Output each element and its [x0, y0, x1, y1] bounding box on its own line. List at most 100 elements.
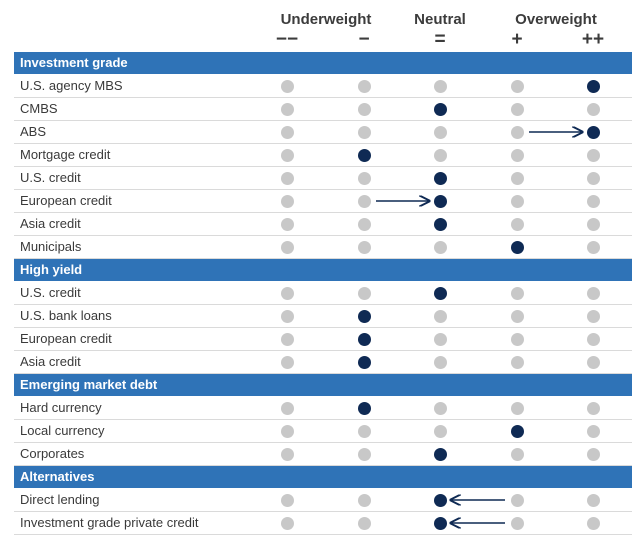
column-neutral: = [434, 29, 446, 50]
table-row: U.S. bank loans [14, 305, 632, 328]
position-dot [510, 493, 524, 507]
position-dot [280, 125, 294, 139]
position-dot [433, 79, 447, 93]
position-dot [433, 240, 447, 254]
position-dot [586, 493, 600, 507]
position-dot [586, 447, 600, 461]
position-dot [510, 171, 524, 185]
section-title: Emerging market debt [20, 377, 158, 392]
position-dot [510, 125, 524, 139]
position-dot-selected [586, 79, 600, 93]
table-row: Local currency [14, 420, 632, 443]
header-overweight: Overweight [515, 11, 597, 28]
row-label: CMBS [20, 101, 58, 116]
position-dot [357, 447, 371, 461]
section-title: High yield [20, 262, 83, 277]
position-dot [510, 194, 524, 208]
position-dot [357, 79, 371, 93]
position-dot-selected [357, 355, 371, 369]
table-row: European credit [14, 190, 632, 213]
position-dot [510, 286, 524, 300]
position-dot-selected [433, 493, 447, 507]
position-dot [280, 286, 294, 300]
position-dot [433, 148, 447, 162]
position-dot-selected [357, 401, 371, 415]
position-dot-selected [510, 424, 524, 438]
position-dot [586, 217, 600, 231]
row-label: Mortgage credit [20, 147, 111, 162]
column-strong-underweight: −− [275, 29, 299, 50]
position-dot [586, 332, 600, 346]
position-dot [280, 171, 294, 185]
position-dot [586, 102, 600, 116]
column-strong-overweight: ++ [581, 29, 605, 50]
position-dot-selected [433, 286, 447, 300]
position-dot-selected [433, 194, 447, 208]
position-dot [510, 401, 524, 415]
position-dot [280, 240, 294, 254]
row-label: Municipals [20, 239, 82, 254]
position-dot [586, 171, 600, 185]
position-dot [586, 355, 600, 369]
position-dot [586, 424, 600, 438]
position-dot [280, 309, 294, 323]
row-label: Direct lending [20, 492, 100, 507]
position-dot [357, 217, 371, 231]
table-row: Asia credit [14, 213, 632, 236]
position-dot [280, 217, 294, 231]
position-dot [357, 102, 371, 116]
position-dot [357, 171, 371, 185]
position-dot-selected [433, 217, 447, 231]
position-dot [510, 309, 524, 323]
row-label: Local currency [20, 423, 105, 438]
position-dot [280, 102, 294, 116]
position-dot [586, 309, 600, 323]
position-dot [586, 240, 600, 254]
position-dot [433, 125, 447, 139]
row-label: Hard currency [20, 400, 102, 415]
position-dot [510, 332, 524, 346]
position-dot [433, 424, 447, 438]
section-header: High yield [14, 259, 632, 281]
row-label: U.S. credit [20, 285, 81, 300]
position-dot [357, 286, 371, 300]
position-dot-selected [433, 516, 447, 530]
position-dot [510, 516, 524, 530]
header-underweight: Underweight [280, 11, 372, 28]
column-underweight: − [358, 29, 370, 50]
row-label: U.S. credit [20, 170, 81, 185]
position-dot [510, 217, 524, 231]
position-dot [280, 79, 294, 93]
row-label: Corporates [20, 446, 85, 461]
position-dot [357, 493, 371, 507]
position-dot [586, 401, 600, 415]
position-dot-selected [433, 447, 447, 461]
position-dot [510, 355, 524, 369]
row-label: U.S. agency MBS [20, 78, 123, 93]
position-dot [433, 332, 447, 346]
position-dot [280, 424, 294, 438]
row-label: European credit [20, 193, 112, 208]
row-label: Asia credit [20, 354, 81, 369]
table-row: Asia credit [14, 351, 632, 374]
section-header: Emerging market debt [14, 374, 632, 396]
position-dot-selected [433, 171, 447, 185]
position-dot [510, 79, 524, 93]
row-label: ABS [20, 124, 47, 139]
table-row: European credit [14, 328, 632, 351]
position-dot [280, 447, 294, 461]
table-row: Hard currency [14, 397, 632, 420]
position-dot [433, 355, 447, 369]
position-dot [357, 516, 371, 530]
table-row: Mortgage credit [14, 144, 632, 167]
position-dot [357, 240, 371, 254]
position-dot [280, 194, 294, 208]
position-dot [280, 493, 294, 507]
position-dot-selected [357, 309, 371, 323]
position-dot [357, 194, 371, 208]
table-row: Corporates [14, 443, 632, 466]
position-dot [280, 355, 294, 369]
section-title: Investment grade [20, 55, 128, 70]
table-row: U.S. credit [14, 167, 632, 190]
